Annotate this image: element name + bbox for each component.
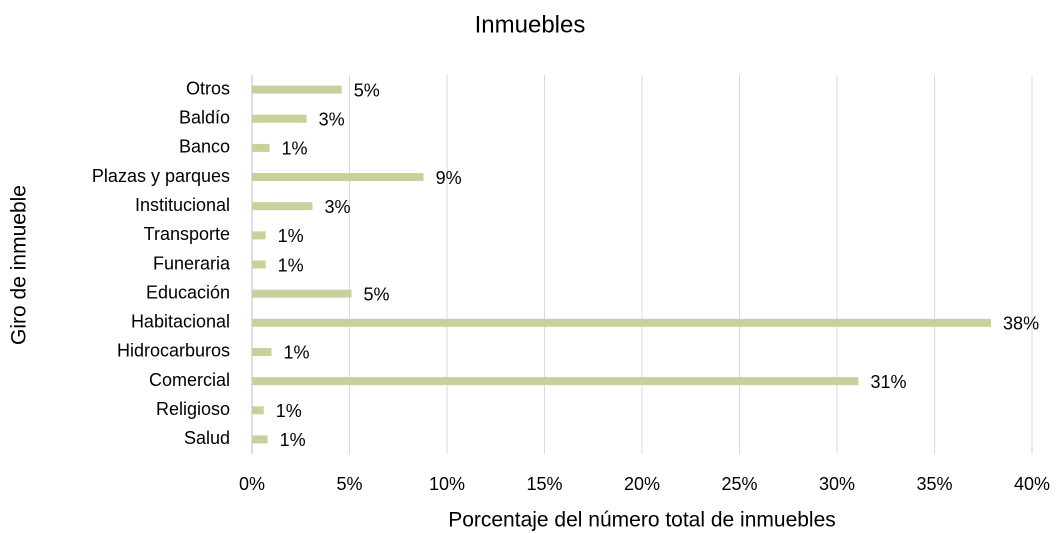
data-label: 31% [870, 372, 906, 392]
bar [252, 202, 313, 211]
x-tick-label: 10% [429, 474, 465, 494]
data-label: 5% [363, 284, 389, 304]
bar [252, 143, 270, 152]
x-tick-label: 40% [1014, 474, 1050, 494]
x-tick-label: 35% [916, 474, 952, 494]
y-axis-title: Giro de inmueble [8, 185, 31, 345]
y-tick-label: Habitacional [131, 312, 230, 332]
y-tick-label: Banco [179, 137, 230, 157]
y-tick-label: Baldío [179, 107, 230, 127]
bar [252, 114, 307, 123]
data-label: 3% [324, 197, 350, 217]
bar [252, 260, 266, 269]
bar [252, 85, 342, 94]
data-label: 1% [276, 401, 302, 421]
x-tick-label: 0% [239, 474, 265, 494]
x-tick-label: 30% [819, 474, 855, 494]
bar [252, 173, 424, 182]
bar [252, 289, 352, 298]
y-tick-label: Transporte [144, 224, 230, 244]
bar [252, 347, 272, 356]
data-label: 3% [319, 109, 345, 129]
x-tick-label: 20% [624, 474, 660, 494]
chart-title: Inmuebles [475, 11, 586, 38]
y-tick-label: Salud [184, 428, 230, 448]
data-label: 1% [280, 430, 306, 450]
y-tick-label: Religioso [156, 399, 230, 419]
data-label: 1% [284, 343, 310, 363]
x-tick-label: 15% [526, 474, 562, 494]
data-label: 1% [282, 139, 308, 159]
x-tick-label: 5% [336, 474, 362, 494]
y-tick-label: Comercial [149, 370, 230, 390]
data-label: 38% [1003, 314, 1039, 334]
x-axis-title: Porcentaje del número total de inmuebles [448, 509, 836, 532]
data-label: 9% [436, 168, 462, 188]
data-label: 5% [354, 80, 380, 100]
data-label: 1% [278, 226, 304, 246]
y-tick-label: Hidrocarburos [117, 341, 230, 361]
data-label: 1% [278, 255, 304, 275]
bar [252, 377, 859, 386]
y-tick-label: Otros [186, 78, 230, 98]
y-tick-label: Plazas y parques [92, 166, 230, 186]
y-tick-label: Institucional [135, 195, 230, 215]
bar [252, 318, 992, 327]
y-tick-label: Funeraria [153, 253, 231, 273]
y-tick-label: Educación [146, 282, 230, 302]
bar [252, 435, 268, 444]
bar [252, 231, 266, 240]
x-tick-label: 25% [721, 474, 757, 494]
bar [252, 406, 264, 415]
